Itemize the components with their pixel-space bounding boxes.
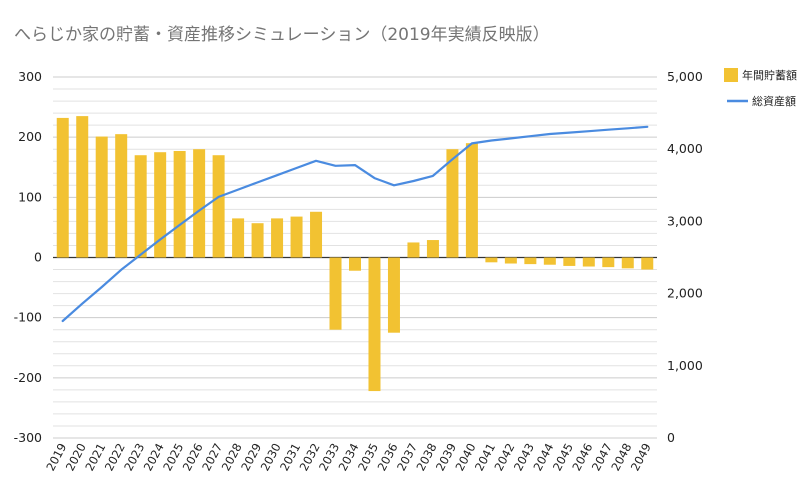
bar <box>563 257 576 266</box>
right-axis-tick-label: 1,000 <box>667 358 703 373</box>
bar <box>329 257 342 330</box>
right-axis-tick-label: 4,000 <box>667 141 703 156</box>
x-axis-ticks: 2019202020212022202320242025202620272028… <box>43 441 654 473</box>
bar <box>310 211 323 258</box>
bar <box>621 257 634 269</box>
bar <box>134 155 147 258</box>
legend-label-line: 総資産額 <box>752 94 796 108</box>
bar <box>387 257 400 333</box>
left-axis-tick-label: 0 <box>34 250 42 265</box>
bar <box>426 240 439 258</box>
bar <box>543 257 556 265</box>
left-axis-tick-label: -100 <box>14 310 42 325</box>
right-axis-ticks: 5,000 4,000 3,000 2,000 1,000 0 <box>667 69 703 445</box>
bar <box>56 117 69 258</box>
bar <box>485 257 498 263</box>
bar <box>232 218 245 258</box>
left-axis-tick-label: 200 <box>18 129 42 144</box>
bar <box>193 149 206 258</box>
left-axis-tick-label: -200 <box>14 370 42 385</box>
legend-label-bar: 年間貯蓄額 <box>742 68 797 82</box>
right-axis-tick-label: 3,000 <box>667 213 703 228</box>
left-axis-tick-label: 300 <box>18 69 42 84</box>
grid-lines <box>53 76 657 439</box>
bar <box>173 151 186 258</box>
total-assets-line <box>61 125 649 323</box>
bar <box>115 134 128 258</box>
chart-title: へらじか家の貯蓄・資産推移シミュレーション（2019年実績反映版） <box>14 25 550 45</box>
bar <box>368 257 381 392</box>
x-axis-tick-label: 2049 <box>628 441 654 473</box>
bar <box>582 257 595 267</box>
bar <box>212 155 225 258</box>
bar <box>641 257 654 270</box>
bar <box>602 257 615 268</box>
bar-series <box>56 116 654 392</box>
bar <box>446 149 459 258</box>
right-axis-tick-label: 2,000 <box>667 286 703 301</box>
left-axis-tick-label: 100 <box>18 189 42 204</box>
right-axis-tick-label: 0 <box>667 430 675 445</box>
line-series <box>61 125 649 323</box>
left-axis-ticks: 300 200 100 0 -100 -200 -300 <box>14 69 42 445</box>
bar <box>504 257 517 264</box>
left-axis-tick-label: -300 <box>14 430 42 445</box>
bar <box>271 218 284 258</box>
right-axis-tick-label: 5,000 <box>667 69 703 84</box>
bar <box>465 143 478 258</box>
bar <box>76 116 89 258</box>
bar <box>154 152 167 258</box>
bar <box>251 223 264 258</box>
legend-swatch-bar <box>724 68 738 82</box>
bar <box>349 257 361 271</box>
bar <box>407 242 420 258</box>
bar <box>524 257 537 265</box>
bar <box>95 136 108 258</box>
bar <box>290 216 303 258</box>
